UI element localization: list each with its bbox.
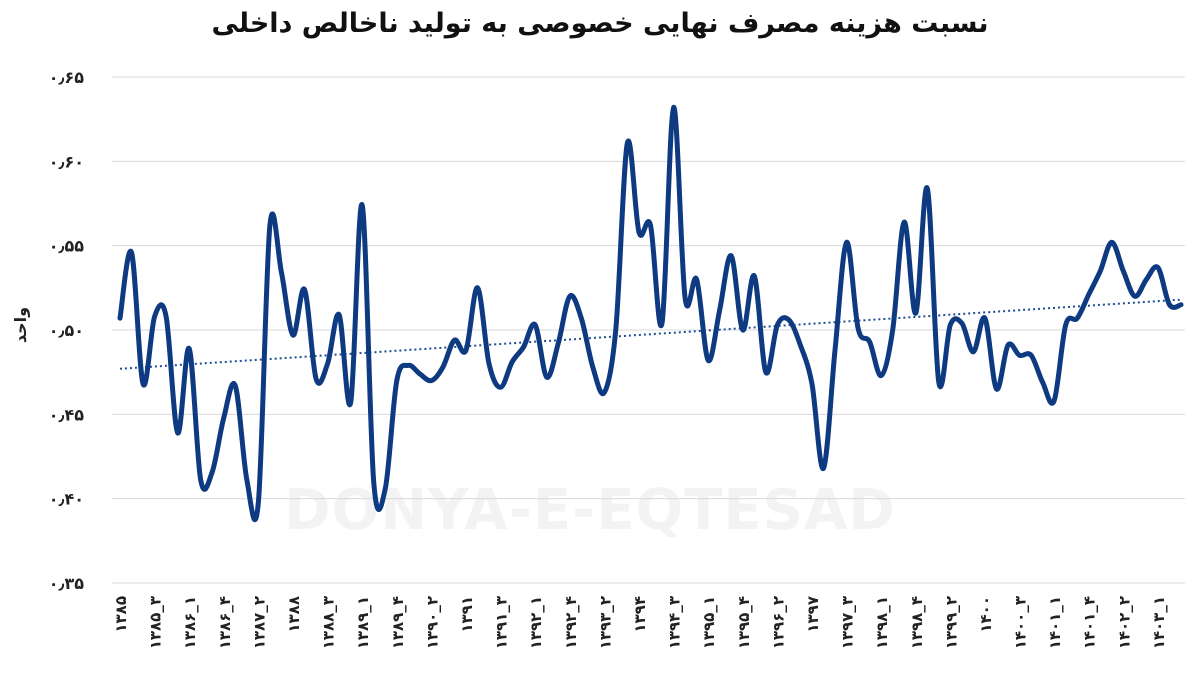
- x-tick-label: ۱۳۸۶_۱: [181, 596, 199, 649]
- x-tick-label: ۱۳۸۶_۴: [216, 596, 234, 649]
- y-tick-label: ۰٫۵۵: [49, 237, 85, 256]
- x-tick-label: ۱۳۸۸_۳: [320, 596, 338, 649]
- x-tick-label: ۱۳۹۲_۱: [527, 596, 545, 649]
- gridlines: [112, 76, 1185, 584]
- x-tick-label: ۱۳۹۸_۱: [873, 596, 891, 649]
- x-tick-label: ۱۳۹۳_۲: [596, 596, 614, 649]
- x-tick-label: ۱۴۰۱_۱: [1046, 596, 1064, 649]
- y-tick-label: ۰٫۶۵: [49, 68, 85, 87]
- x-tick-label: ۱۳۸۹_۱: [354, 596, 372, 649]
- x-tick-label: ۱۳۹۵_۱: [700, 596, 718, 649]
- x-tick-label: ۱۳۹۱_۳: [493, 596, 511, 649]
- x-tick-label: ۱۳۹۲_۴: [562, 596, 580, 649]
- x-tick-label: ۱۴۰۲_۲: [1115, 596, 1133, 649]
- trendline-group: [119, 298, 1182, 370]
- x-tick-label: ۱۳۹۰_۲: [423, 596, 441, 649]
- x-tick-label: ۱۳۹۷: [804, 596, 822, 633]
- x-tick-label: ۱۳۹۶_۲: [769, 596, 787, 649]
- y-tick-labels: ۰٫۳۵ ۰٫۴۰ ۰٫۴۵ ۰٫۵۰ ۰٫۵۵ ۰٫۶۰ ۰٫۶۵: [49, 68, 85, 593]
- y-tick-label: ۰٫۳۵: [49, 574, 85, 593]
- trendline: [119, 298, 1182, 370]
- y-tick-label: ۰٫۴۰: [49, 490, 84, 509]
- y-tick-label: ۰٫۵۰: [49, 321, 84, 340]
- x-tick-label: ۱۳۹۹_۲: [942, 596, 960, 649]
- y-tick-label: ۰٫۶۰: [49, 152, 84, 171]
- x-tick-label: ۱۴۰۰: [977, 596, 995, 633]
- x-tick-label: ۱۳۹۷_۳: [839, 596, 857, 649]
- x-tick-label: ۱۴۰۰_۳: [1012, 596, 1030, 649]
- x-tick-label: ۱۳۹۴_۳: [666, 596, 684, 649]
- x-tick-label: ۱۳۹۴: [631, 596, 649, 633]
- x-tick-label: ۱۳۹۸_۴: [908, 596, 926, 649]
- x-tick-label: ۱۳۸۹_۴: [389, 596, 407, 649]
- series-group: [117, 104, 1184, 523]
- x-tick-label: ۱۳۹۵_۴: [735, 596, 753, 649]
- y-tick-label: ۰٫۴۵: [49, 405, 85, 424]
- series-line: [117, 104, 1184, 523]
- x-tick-label: ۱۳۸۷_۲: [250, 596, 268, 649]
- x-tick-label: ۱۴۰۳_۱: [1150, 596, 1168, 649]
- x-tick-label: ۱۴۰۱_۴: [1081, 596, 1099, 649]
- x-tick-label: ۱۳۸۵: [112, 596, 130, 633]
- chart-title: نسبت هزینه مصرف نهایی خصوصی به تولید ناخ…: [211, 8, 989, 39]
- x-tick-labels: ۱۳۸۵ ۱۳۸۵_۳ ۱۳۸۶_۱ ۱۳۸۶_۴ ۱۳۸۷_۲ ۱۳۸۸ ۱۳۸۸_۳ ۱۳…: [112, 596, 1168, 649]
- x-tick-label: ۱۳۸۸: [285, 596, 303, 633]
- x-tick-label: ۱۳۹۱: [458, 596, 476, 633]
- x-tick-label: ۱۳۸۵_۳: [147, 596, 165, 649]
